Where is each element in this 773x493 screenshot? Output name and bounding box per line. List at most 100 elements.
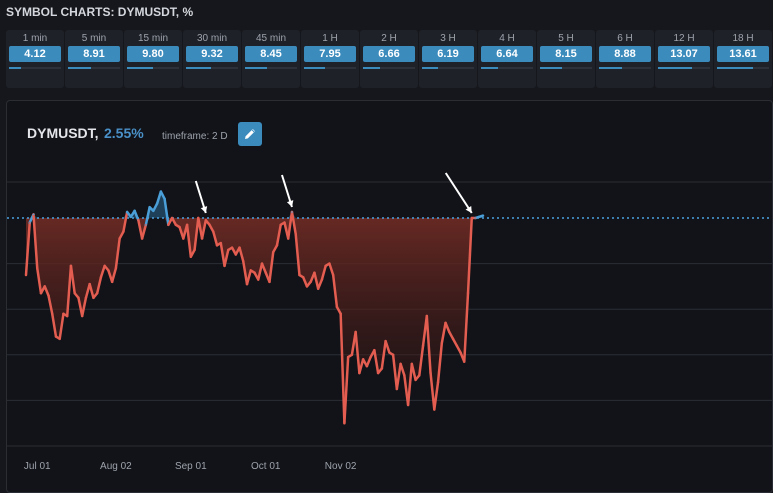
data-point xyxy=(133,210,136,212)
timeframe-card-label: 15 min xyxy=(137,33,168,44)
series-line-segment xyxy=(365,355,372,368)
data-point xyxy=(257,278,260,281)
timeframe-card[interactable]: 3 H 6.19 xyxy=(419,30,477,88)
series-line-segment xyxy=(286,210,294,240)
data-point xyxy=(369,356,372,358)
timeframe-card-value: 6.66 xyxy=(363,46,415,62)
data-point xyxy=(246,283,248,285)
timeframe-card[interactable]: 45 min 8.45 xyxy=(242,30,300,88)
series-line-segment xyxy=(380,339,387,370)
series-line-segment xyxy=(384,339,391,354)
data-point xyxy=(25,274,27,276)
timeframe-card[interactable]: 1 min 4.12 xyxy=(6,30,64,88)
data-point xyxy=(478,216,481,218)
arrow-down-icon xyxy=(444,172,473,214)
series-line-segment xyxy=(290,210,297,236)
timeframe-progress-track xyxy=(481,67,533,69)
timeframe-label: timeframe: 2 D xyxy=(162,131,228,142)
data-point xyxy=(399,363,402,365)
timeframe-card[interactable]: 5 min 8.91 xyxy=(65,30,123,88)
data-point xyxy=(373,349,376,352)
data-point xyxy=(306,285,308,288)
data-point xyxy=(193,249,196,251)
timeframe-progress-fill xyxy=(304,67,325,69)
data-point xyxy=(384,340,387,342)
timeframe-card-label: 6 H xyxy=(617,33,633,44)
data-point xyxy=(58,338,61,340)
data-point xyxy=(388,351,391,354)
series-line-segment xyxy=(268,250,275,284)
timeframe-progress-fill xyxy=(9,67,21,69)
series-line-segment xyxy=(185,223,193,259)
data-point xyxy=(470,217,473,219)
timeframe-card-value: 13.07 xyxy=(658,46,710,62)
x-tick-label: Aug 02 xyxy=(100,461,132,472)
data-point xyxy=(336,306,338,308)
price-change-chart[interactable]: Jul 01 Aug 02 Sep 01 Oct 01 Nov 02 xyxy=(7,101,772,492)
timeframe-card[interactable]: 30 min 9.32 xyxy=(183,30,241,88)
data-point xyxy=(321,278,323,281)
symbol-percent-change: 2.55% xyxy=(104,125,144,141)
series-line-segment xyxy=(448,330,455,341)
series-line-segment xyxy=(144,205,151,227)
timeframe-strip: 1 min 4.12 5 min 8.91 15 min 9.80 30 min 9.32 45… xyxy=(6,30,773,88)
timeframe-card[interactable]: 15 min 9.80 xyxy=(124,30,182,88)
series-line-segment xyxy=(114,237,121,270)
negative-area-fill xyxy=(26,218,483,424)
data-point xyxy=(328,262,331,265)
timeframe-card[interactable]: 12 H 13.07 xyxy=(655,30,713,88)
series-line-segment xyxy=(418,344,425,377)
timeframe-progress-track xyxy=(717,67,769,69)
timeframe-progress-fill xyxy=(540,67,562,69)
series-line-segment xyxy=(80,296,88,318)
data-point xyxy=(163,198,166,200)
timeframe-card-value: 8.91 xyxy=(68,46,120,62)
x-tick-label: Sep 01 xyxy=(175,461,207,472)
data-point xyxy=(283,221,286,224)
data-point xyxy=(96,292,98,295)
series-line-segment xyxy=(335,305,342,316)
data-point xyxy=(347,356,349,358)
series-line-segment xyxy=(223,248,230,268)
series-line-segment xyxy=(32,213,39,270)
series-line-segment xyxy=(163,197,170,227)
data-point xyxy=(302,276,304,279)
series-line-segment xyxy=(294,232,301,277)
timeframe-progress-fill xyxy=(658,67,692,69)
series-line-segment xyxy=(155,190,163,205)
data-point xyxy=(264,271,267,274)
edit-timeframe-button[interactable] xyxy=(238,122,262,146)
timeframe-card-label: 5 H xyxy=(558,33,574,44)
chart-panel: Jul 01 Aug 02 Sep 01 Oct 01 Nov 02 DYMUSDT, … xyxy=(6,100,773,493)
timeframe-card-label: 5 min xyxy=(81,33,107,44)
timeframe-card[interactable]: 1 H 7.95 xyxy=(301,30,359,88)
timeframe-progress-fill xyxy=(245,67,267,69)
data-point xyxy=(55,335,57,338)
timeframe-card-value: 8.45 xyxy=(245,46,297,62)
timeframe-progress-track xyxy=(68,67,120,69)
series-line-segment xyxy=(137,219,144,240)
data-point xyxy=(354,331,357,333)
timeframe-card[interactable]: 18 H 13.61 xyxy=(714,30,772,88)
series-line-segment xyxy=(410,362,417,382)
timeframe-card-value: 8.15 xyxy=(540,46,592,62)
series-line-segment xyxy=(399,362,406,377)
timeframe-card[interactable]: 6 H 8.88 xyxy=(596,30,654,88)
series-line-segment xyxy=(301,276,309,288)
timeframe-card-value: 6.19 xyxy=(422,46,474,62)
data-point xyxy=(70,265,72,267)
data-point xyxy=(261,262,263,265)
data-point xyxy=(444,322,447,324)
series-line-segment xyxy=(271,244,279,254)
series-line-segment xyxy=(88,282,95,300)
timeframe-card[interactable]: 2 H 6.66 xyxy=(360,30,418,88)
data-point xyxy=(298,274,301,276)
timeframe-card[interactable]: 4 H 6.64 xyxy=(478,30,536,88)
data-point xyxy=(227,249,230,251)
x-tick-label: Jul 01 xyxy=(24,461,51,472)
data-point xyxy=(455,344,458,347)
series-line-segment xyxy=(208,223,215,233)
timeframe-progress-fill xyxy=(481,67,498,69)
data-point xyxy=(152,210,155,212)
timeframe-card[interactable]: 5 H 8.15 xyxy=(537,30,595,88)
